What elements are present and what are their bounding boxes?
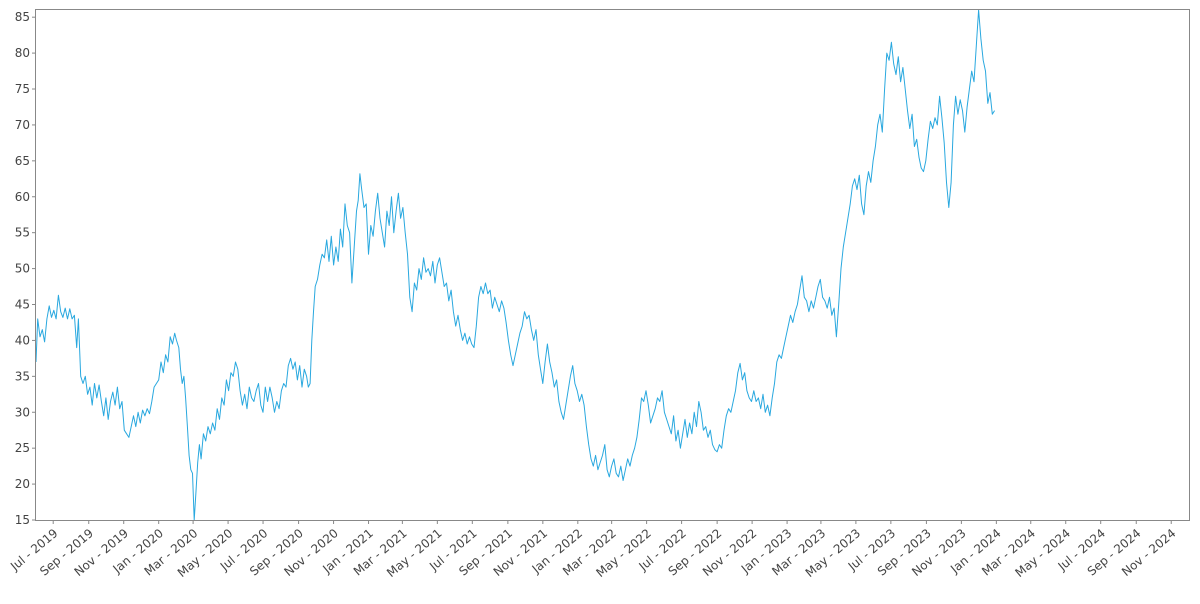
y-tick-label: 30 — [15, 405, 30, 419]
y-tick-label: 25 — [15, 441, 30, 455]
y-tick-label: 70 — [15, 118, 30, 132]
y-tick-label: 20 — [15, 477, 30, 491]
y-tick-label: 50 — [15, 262, 30, 276]
y-tick-label: 75 — [15, 82, 30, 96]
series-line-0 — [35, 9, 996, 521]
y-tick-label: 85 — [15, 10, 30, 24]
y-tick-label: 15 — [15, 513, 30, 527]
plot-frame — [35, 9, 1190, 521]
y-tick-label: 40 — [15, 333, 30, 347]
y-tick-label: 55 — [15, 226, 30, 240]
y-tick-label: 45 — [15, 298, 30, 312]
y-axis: 15 20 25 30 35 40 45 50 55 60 65 70 75 80 85 — [15, 10, 36, 527]
y-tick-label: 80 — [15, 46, 30, 60]
series-layer — [35, 9, 996, 521]
y-tick-label: 35 — [15, 369, 30, 383]
y-tick-label: 60 — [15, 190, 30, 204]
y-tick-label: 65 — [15, 154, 30, 168]
